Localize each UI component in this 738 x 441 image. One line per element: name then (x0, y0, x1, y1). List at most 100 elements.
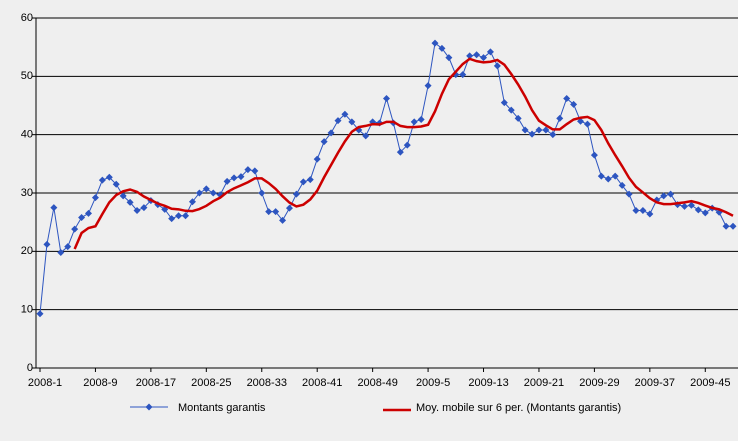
point-marker (383, 95, 390, 102)
point-marker (223, 177, 231, 185)
point-marker (431, 39, 439, 47)
legend-label: Montants garantis (178, 402, 266, 414)
point-marker (459, 71, 467, 79)
point-marker (175, 212, 183, 220)
point-marker (341, 110, 349, 118)
y-tick-label: 40 (21, 129, 33, 141)
point-marker (410, 118, 418, 126)
point-marker (50, 204, 58, 212)
point-marker (618, 181, 626, 189)
point-marker (195, 189, 203, 197)
point-marker (556, 114, 564, 122)
point-marker (133, 207, 141, 214)
point-marker (701, 209, 709, 217)
point-marker (466, 52, 474, 60)
x-tick-label: 2008-25 (191, 377, 231, 389)
point-marker (563, 95, 571, 102)
point-marker (306, 176, 314, 184)
point-marker (445, 54, 453, 62)
point-marker (237, 173, 245, 181)
point-marker (182, 212, 190, 220)
point-marker (521, 126, 529, 134)
point-marker (507, 106, 515, 114)
point-marker (597, 172, 605, 180)
x-tick-label: 2008-33 (247, 377, 287, 389)
x-tick-label: 2008-41 (302, 377, 342, 389)
point-marker (639, 207, 647, 214)
legend-label: Moy. mobile sur 6 per. (Montants garanti… (416, 402, 621, 414)
point-marker (313, 155, 321, 163)
point-marker (549, 131, 557, 139)
x-tick-label: 2009-29 (579, 377, 619, 389)
point-marker (119, 192, 127, 200)
point-marker (535, 126, 543, 134)
point-marker (244, 166, 252, 174)
x-tick-label: 2008-17 (136, 377, 176, 389)
point-marker (570, 100, 578, 108)
point-marker (202, 185, 210, 193)
point-marker (285, 204, 293, 212)
point-marker (168, 215, 176, 223)
x-tick-label: 2009-5 (416, 377, 450, 389)
point-marker (396, 148, 404, 156)
point-marker (500, 99, 508, 107)
point-marker (112, 180, 120, 188)
point-marker (722, 222, 730, 230)
point-marker (78, 214, 86, 221)
point-marker (320, 138, 328, 146)
point-marker (528, 130, 536, 138)
point-marker (105, 173, 113, 181)
point-marker (209, 189, 217, 197)
point-marker (680, 202, 688, 210)
point-marker (36, 310, 44, 318)
point-marker (64, 243, 72, 251)
point-marker (473, 51, 481, 59)
point-marker (480, 54, 488, 62)
point-marker (729, 222, 737, 230)
point-marker (91, 194, 99, 202)
x-tick-label: 2009-13 (468, 377, 508, 389)
point-marker (438, 44, 446, 52)
point-marker (583, 120, 591, 128)
point-marker (188, 198, 196, 206)
point-marker (590, 151, 598, 159)
point-marker (251, 167, 259, 175)
x-tick-label: 2009-45 (690, 377, 730, 389)
point-marker (514, 114, 522, 122)
y-tick-label: 20 (21, 245, 33, 257)
point-marker (604, 175, 612, 183)
legend-marker (145, 403, 153, 411)
point-marker (71, 225, 79, 233)
point-marker (687, 201, 695, 209)
x-tick-label: 2009-21 (524, 377, 564, 389)
point-marker (486, 48, 494, 56)
point-marker (299, 178, 307, 186)
point-marker (667, 190, 675, 198)
x-tick-label: 2008-9 (83, 377, 117, 389)
y-tick-label: 60 (21, 12, 33, 24)
point-marker (279, 216, 287, 224)
point-marker (625, 190, 633, 198)
point-marker (334, 117, 342, 125)
point-marker (424, 82, 432, 90)
point-marker (258, 189, 266, 197)
x-tick-label: 2009-37 (635, 377, 675, 389)
series-line (73, 57, 734, 250)
point-marker (98, 176, 106, 184)
x-tick-label: 2008-1 (28, 377, 62, 389)
point-marker (348, 118, 356, 126)
point-marker (403, 141, 411, 149)
point-marker (493, 62, 501, 70)
y-tick-label: 50 (21, 70, 33, 82)
point-marker (43, 240, 51, 248)
point-marker (265, 208, 273, 216)
point-marker (646, 210, 654, 218)
point-marker (292, 190, 300, 198)
point-marker (542, 126, 550, 134)
x-tick-label: 2008-49 (357, 377, 397, 389)
point-marker (85, 209, 93, 217)
point-marker (694, 206, 702, 214)
point-marker (57, 249, 65, 256)
point-marker (632, 207, 640, 214)
